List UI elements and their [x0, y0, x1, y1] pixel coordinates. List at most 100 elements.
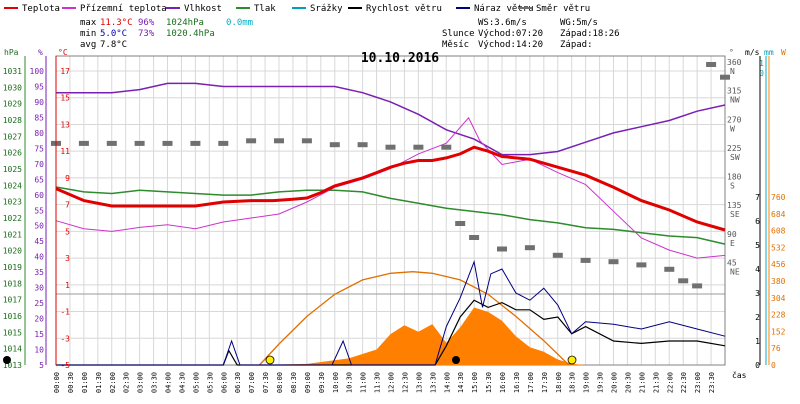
- x-tick-label: 05:00: [192, 372, 200, 393]
- x-tick-label: 20:00: [611, 372, 619, 393]
- sunset-marker: [567, 355, 577, 365]
- tick-pressure: 1025: [3, 165, 22, 174]
- tick-solar: 0: [771, 361, 776, 370]
- tick-pressure: 1013: [3, 361, 22, 370]
- x-tick-label: 16:00: [499, 372, 507, 393]
- tick-humidity: 25: [34, 299, 44, 308]
- series-ground-temp: [55, 116, 726, 259]
- tick-direction-cardinal: W: [730, 124, 735, 133]
- legend-label: Teplota: [22, 4, 60, 14]
- tick-humidity: 70: [34, 160, 44, 169]
- chart-grid: [55, 56, 726, 366]
- info-sun-label: Slunce: [442, 29, 475, 39]
- stat-avg-label: avg: [80, 40, 96, 50]
- tick-pressure: 1019: [3, 263, 22, 272]
- legend-label: Směr větru: [536, 4, 590, 14]
- tick-humidity: 75: [34, 144, 44, 153]
- series-wind-direction-point: [497, 246, 507, 252]
- x-tick-label: 06:30: [234, 372, 242, 393]
- tick-humidity: 50: [34, 222, 44, 231]
- series-wind-direction-point: [664, 266, 675, 272]
- tick-pressure: 1031: [3, 67, 22, 76]
- series-wind-direction-point: [524, 245, 535, 251]
- x-tick-label: 12:30: [401, 372, 409, 393]
- tick-solar: 608: [771, 227, 786, 236]
- stat-max-press: 1024hPa: [166, 18, 204, 28]
- legend-label: Srážky: [310, 4, 343, 14]
- series-solar-area: [259, 307, 586, 365]
- x-tick-label: 09:30: [318, 372, 326, 393]
- tick-solar: 684: [771, 210, 786, 219]
- series-pressure: [55, 186, 726, 245]
- stat-min-temp: 5.0°C: [100, 29, 127, 39]
- x-tick-label: 07:30: [262, 372, 270, 393]
- series-wind-direction-point: [692, 283, 703, 289]
- series-wind-direction-point: [106, 140, 117, 146]
- tick-direction: 315: [727, 87, 742, 96]
- x-tick-label: 15:00: [471, 372, 479, 393]
- info-wg: WG:5m/s: [560, 18, 598, 28]
- x-tick-label: 21:30: [652, 372, 660, 393]
- tick-humidity: 65: [34, 175, 44, 184]
- info-sun-set: Západ:18:26: [560, 29, 620, 39]
- tick-rain: 1: [759, 59, 764, 68]
- unit-mm: mm: [764, 48, 774, 57]
- x-tick-label: 19:30: [597, 372, 605, 393]
- stats-block: max 11.3°C 96% 1024hPa 0.0mm min 5.0°C 7…: [80, 18, 253, 50]
- tick-humidity: 35: [34, 268, 44, 277]
- tick-temperature: 13: [60, 120, 70, 129]
- x-tick-label: 11:30: [374, 372, 382, 393]
- tick-pressure: 1021: [3, 230, 22, 239]
- x-tick-label: 08:00: [276, 372, 284, 393]
- legend-label: Tlak: [254, 4, 276, 14]
- tick-humidity: 20: [34, 315, 44, 324]
- unit-degc: °C: [58, 48, 68, 57]
- tick-temperature: 5: [65, 227, 70, 236]
- tick-rain: 0: [759, 69, 764, 78]
- x-tick-label: 03:30: [151, 372, 159, 393]
- x-tick-label: 12:00: [388, 372, 396, 393]
- legend-label: Náraz větru: [474, 4, 534, 14]
- x-tick-label: 00:30: [67, 372, 75, 393]
- legend: Teplota Přízemní teplota Vlhkost Tlak Srážky…: [4, 4, 590, 14]
- tick-wind: 6: [755, 217, 760, 226]
- tick-humidity: 30: [34, 284, 44, 293]
- tick-wind: 7: [755, 193, 760, 202]
- series-wind-direction-point: [469, 235, 480, 240]
- tick-humidity: 10: [34, 346, 44, 355]
- tick-pressure: 1018: [3, 279, 22, 288]
- tick-pressure: 1014: [3, 345, 22, 354]
- tick-solar: 532: [771, 243, 786, 252]
- x-tick-label: 23:00: [694, 372, 702, 393]
- legend-label: Přízemní teplota: [80, 4, 167, 14]
- tick-direction-cardinal: S: [730, 182, 735, 191]
- tick-solar: 228: [771, 311, 786, 320]
- tick-temperature: 1: [65, 281, 70, 290]
- tick-temperature: 11: [60, 147, 70, 156]
- info-ws: WS:3.6m/s: [478, 18, 527, 28]
- tick-humidity: 90: [34, 98, 44, 107]
- info-moon-label: Měsíc: [442, 40, 469, 50]
- tick-humidity: 40: [34, 253, 44, 262]
- tick-pressure: 1029: [3, 100, 22, 109]
- x-tick-label: 09:00: [304, 372, 312, 393]
- moon-left-marker: [3, 356, 11, 364]
- tick-direction: 90: [727, 230, 737, 239]
- x-tick-label: 20:30: [624, 372, 632, 393]
- stat-min-press: 1020.4hPa: [166, 29, 215, 39]
- info-block: WS:3.6m/s WG:5m/s Slunce Východ:07:20 Zá…: [442, 18, 620, 50]
- info-moon-rise: Východ:14:20: [478, 40, 543, 50]
- unit-pct: %: [38, 48, 43, 57]
- tick-humidity: 45: [34, 237, 44, 246]
- tick-pressure: 1024: [3, 181, 22, 190]
- x-tick-label: 06:00: [220, 372, 228, 393]
- series-wind-direction-point: [455, 221, 466, 226]
- x-tick-label: 00:00: [53, 372, 61, 393]
- series-wind-direction-point: [246, 138, 257, 144]
- tick-solar: 152: [771, 327, 786, 336]
- series-wind-direction-point: [78, 140, 89, 146]
- tick-temperature: -5: [60, 361, 70, 370]
- x-tick-label: 14:30: [457, 372, 465, 393]
- x-tick-label: 19:00: [583, 372, 591, 393]
- tick-solar: 76: [771, 344, 781, 353]
